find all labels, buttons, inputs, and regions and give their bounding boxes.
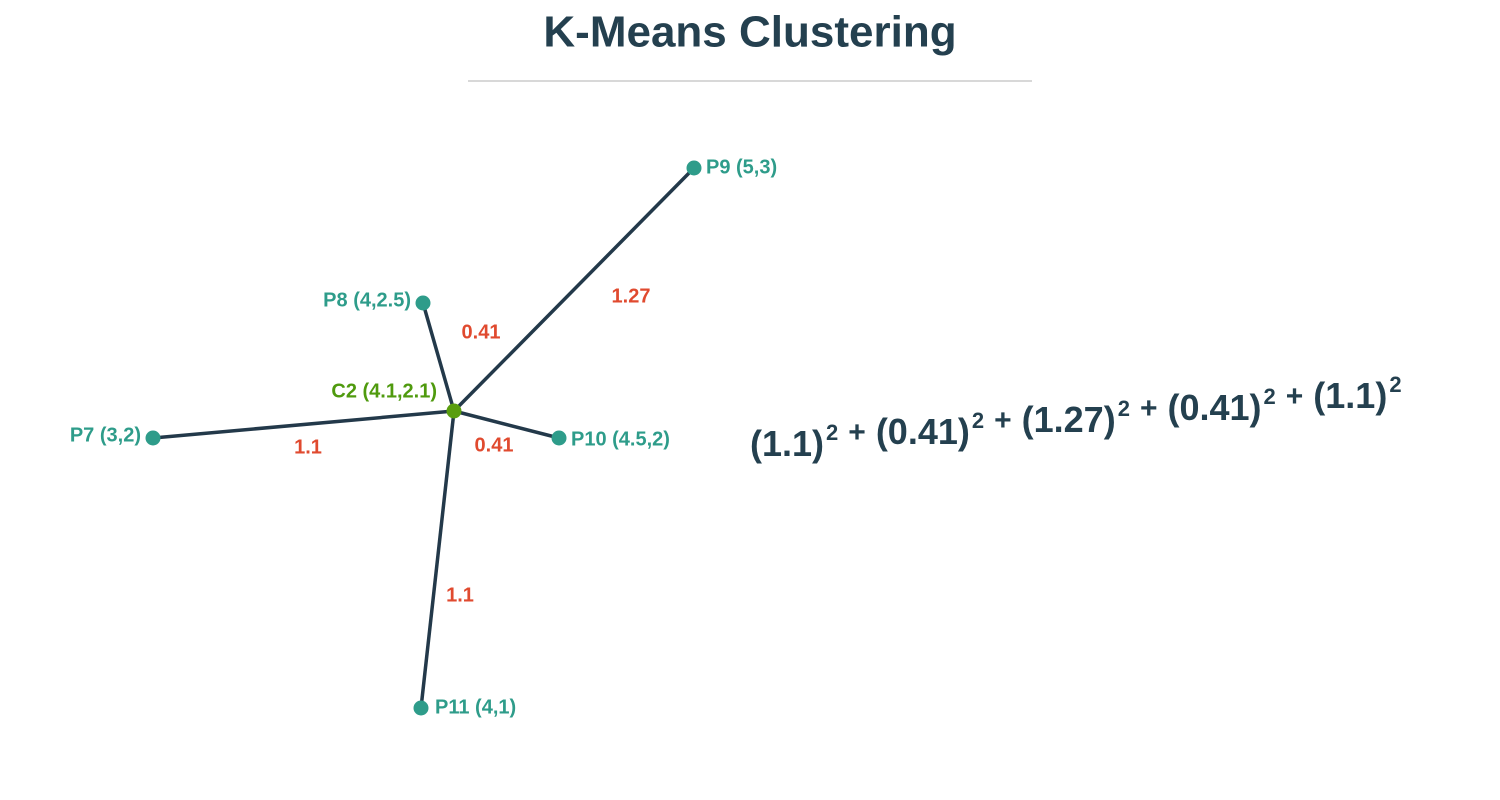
- edge: [453, 409, 560, 440]
- point: [686, 160, 702, 176]
- title: K-Means Clustering: [543, 8, 956, 57]
- formula-exponent: 2: [1389, 372, 1401, 397]
- edge: [419, 410, 456, 709]
- point: [413, 700, 429, 716]
- point: [551, 430, 567, 446]
- point: [145, 430, 161, 446]
- point-label: P11 (4,1): [435, 696, 516, 718]
- formula-base: (0.41): [876, 411, 970, 452]
- centroid-label: C2 (4.1,2.1): [331, 380, 437, 402]
- edge: [152, 409, 455, 440]
- distance-label: 1.27: [612, 285, 651, 307]
- edge: [421, 302, 456, 412]
- formula-operator: +: [994, 404, 1012, 437]
- edge: [452, 166, 696, 413]
- formula-base: (1.27): [1022, 399, 1116, 440]
- formula-operator: +: [1140, 392, 1158, 425]
- point-label: P8 (4,2.5): [323, 289, 411, 311]
- formula-exponent: 2: [1264, 384, 1276, 409]
- centroid: [446, 403, 462, 419]
- formula-operator: +: [848, 416, 866, 449]
- point: [415, 295, 431, 311]
- formula: (1.1)2 + (0.41)2 + (1.27)2 + (0.41)2 + (1.1)2: [750, 372, 1402, 464]
- point-label: P10 (4.5,2): [571, 428, 670, 450]
- formula-operator: +: [1286, 380, 1304, 413]
- formula-exponent: 2: [1118, 396, 1130, 421]
- distance-label: 0.41: [475, 434, 514, 456]
- distance-label: 1.1: [294, 436, 322, 458]
- formula-exponent: 2: [826, 420, 838, 445]
- distance-label: 1.1: [446, 584, 474, 606]
- point-label: P9 (5,3): [706, 156, 777, 178]
- formula-base: (0.41): [1167, 387, 1261, 428]
- formula-exponent: 2: [972, 408, 984, 433]
- formula-base: (1.1): [750, 423, 824, 464]
- formula-base: (1.1): [1313, 375, 1387, 416]
- point-label: P7 (3,2): [70, 424, 141, 446]
- distance-label: 0.41: [462, 321, 501, 343]
